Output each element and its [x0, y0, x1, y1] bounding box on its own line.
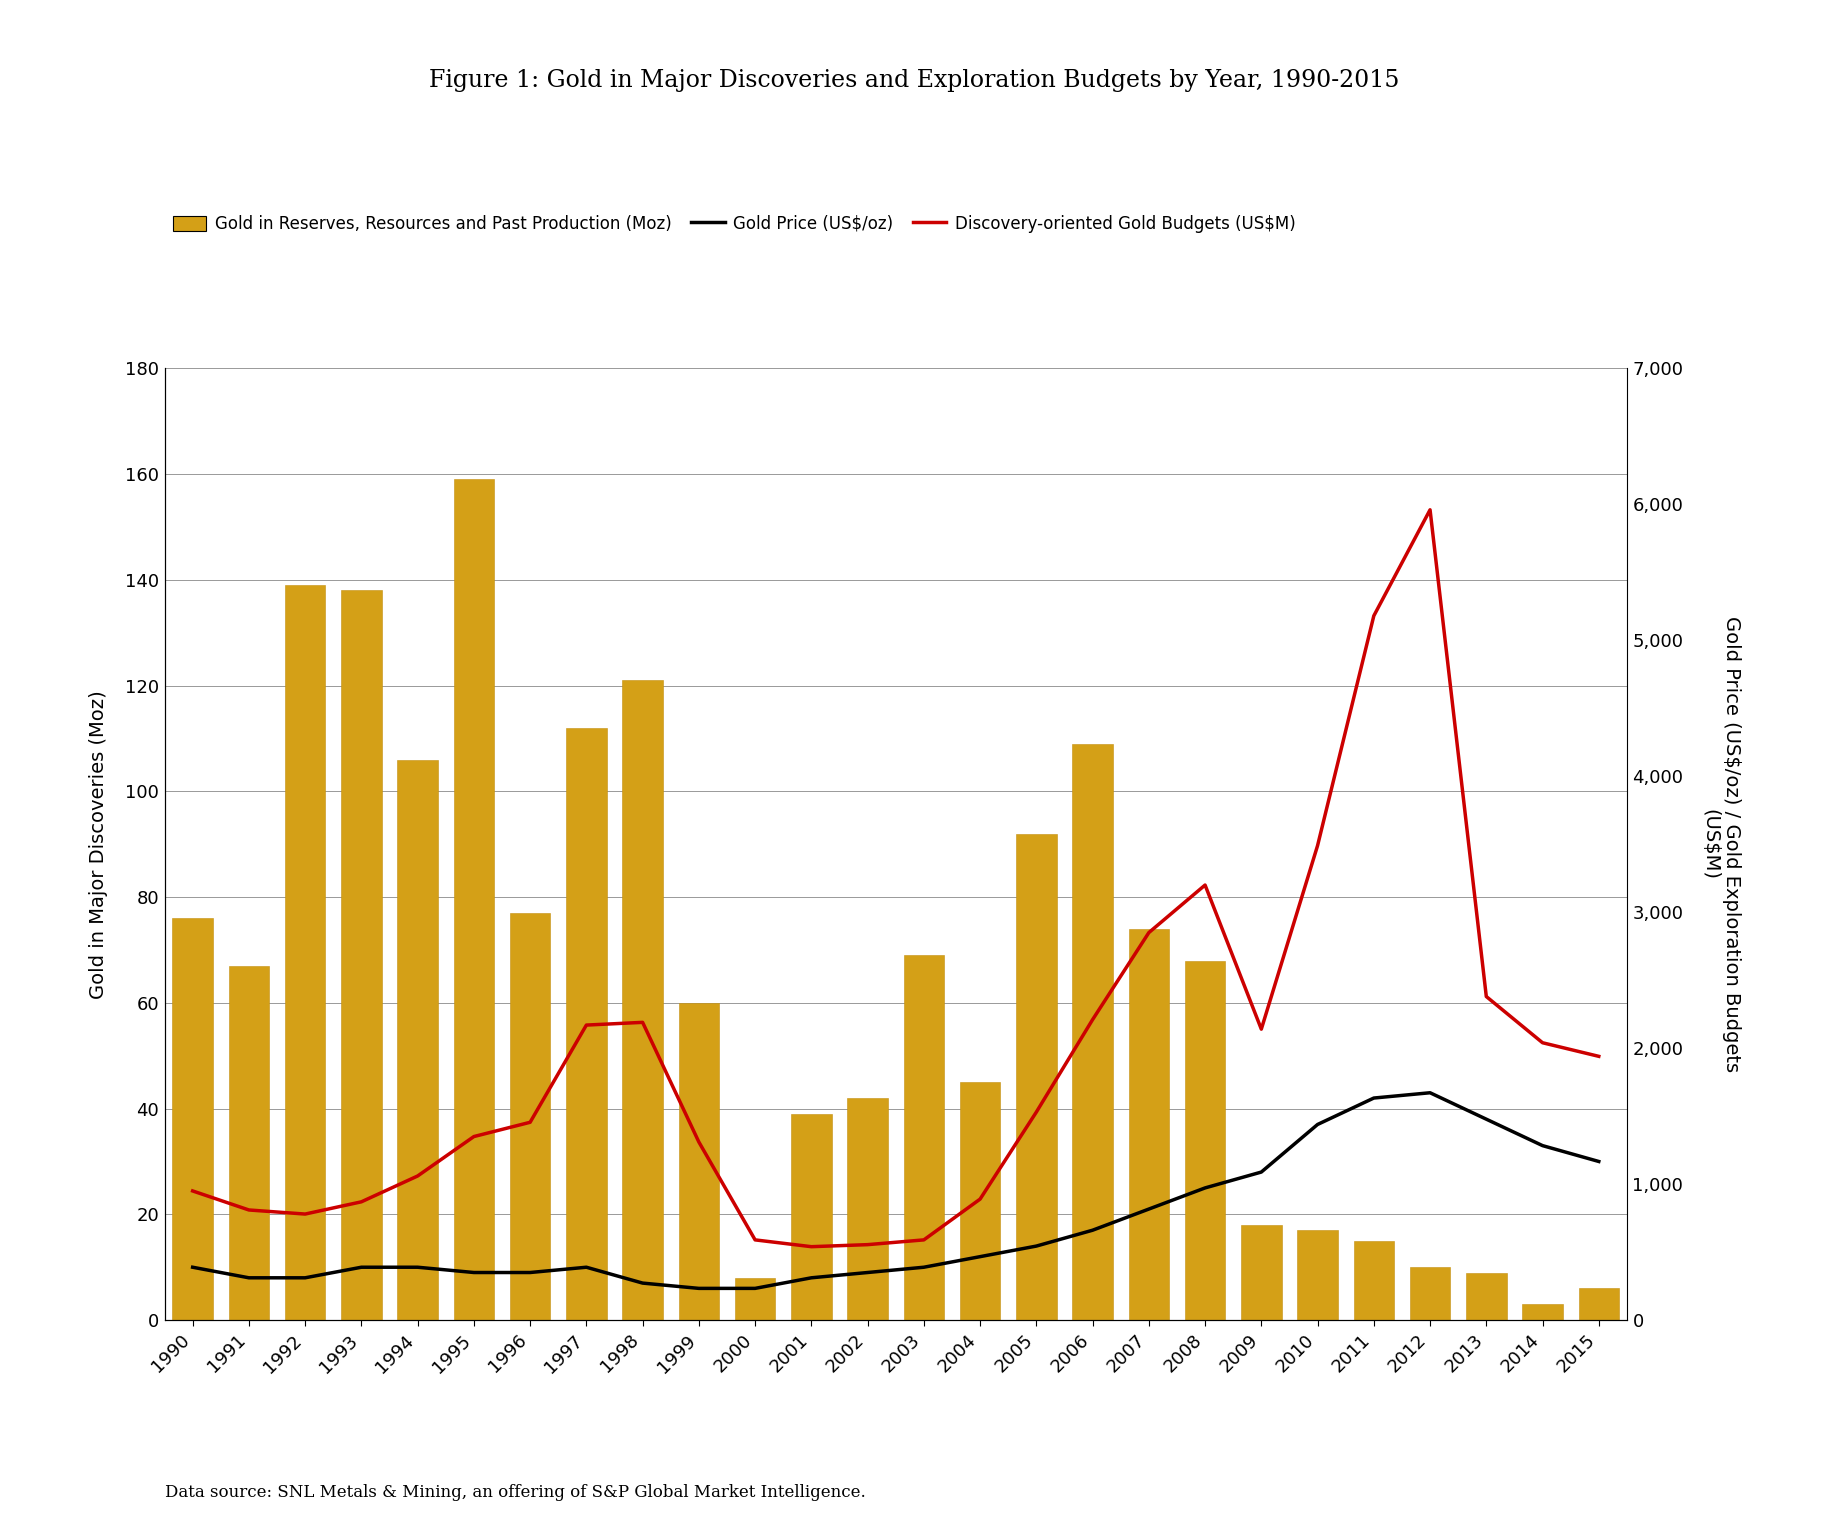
Bar: [1128, 929, 1170, 1320]
Bar: [1298, 1230, 1338, 1320]
Y-axis label: Gold in Major Discoveries (Moz): Gold in Major Discoveries (Moz): [90, 689, 108, 999]
Bar: [848, 1098, 888, 1320]
Bar: [1353, 1240, 1395, 1320]
Bar: [622, 680, 664, 1320]
Bar: [228, 966, 269, 1320]
Bar: [1523, 1305, 1563, 1320]
Text: Data source: SNL Metals & Mining, an offering of S&P Global Market Intelligence.: Data source: SNL Metals & Mining, an off…: [165, 1484, 865, 1501]
Bar: [1073, 744, 1113, 1320]
Bar: [1016, 834, 1057, 1320]
Bar: [1466, 1273, 1506, 1320]
Bar: [397, 760, 439, 1320]
Bar: [1579, 1288, 1620, 1320]
Bar: [792, 1114, 832, 1320]
Bar: [903, 955, 943, 1320]
Bar: [172, 918, 212, 1320]
Text: Figure 1: Gold in Major Discoveries and Exploration Budgets by Year, 1990-2015: Figure 1: Gold in Major Discoveries and …: [430, 69, 1398, 92]
Bar: [453, 479, 494, 1320]
Bar: [567, 728, 607, 1320]
Bar: [510, 913, 550, 1320]
Legend: Gold in Reserves, Resources and Past Production (Moz), Gold Price (US$/oz), Disc: Gold in Reserves, Resources and Past Pro…: [174, 215, 1296, 233]
Y-axis label: Gold Price (US$/oz) / Gold Exploration Budgets
(US$M): Gold Price (US$/oz) / Gold Exploration B…: [1700, 616, 1740, 1073]
Bar: [342, 591, 382, 1320]
Bar: [960, 1082, 1000, 1320]
Bar: [735, 1277, 775, 1320]
Bar: [1185, 961, 1225, 1320]
Bar: [1241, 1225, 1281, 1320]
Bar: [1409, 1268, 1450, 1320]
Bar: [285, 585, 325, 1320]
Bar: [678, 1002, 718, 1320]
